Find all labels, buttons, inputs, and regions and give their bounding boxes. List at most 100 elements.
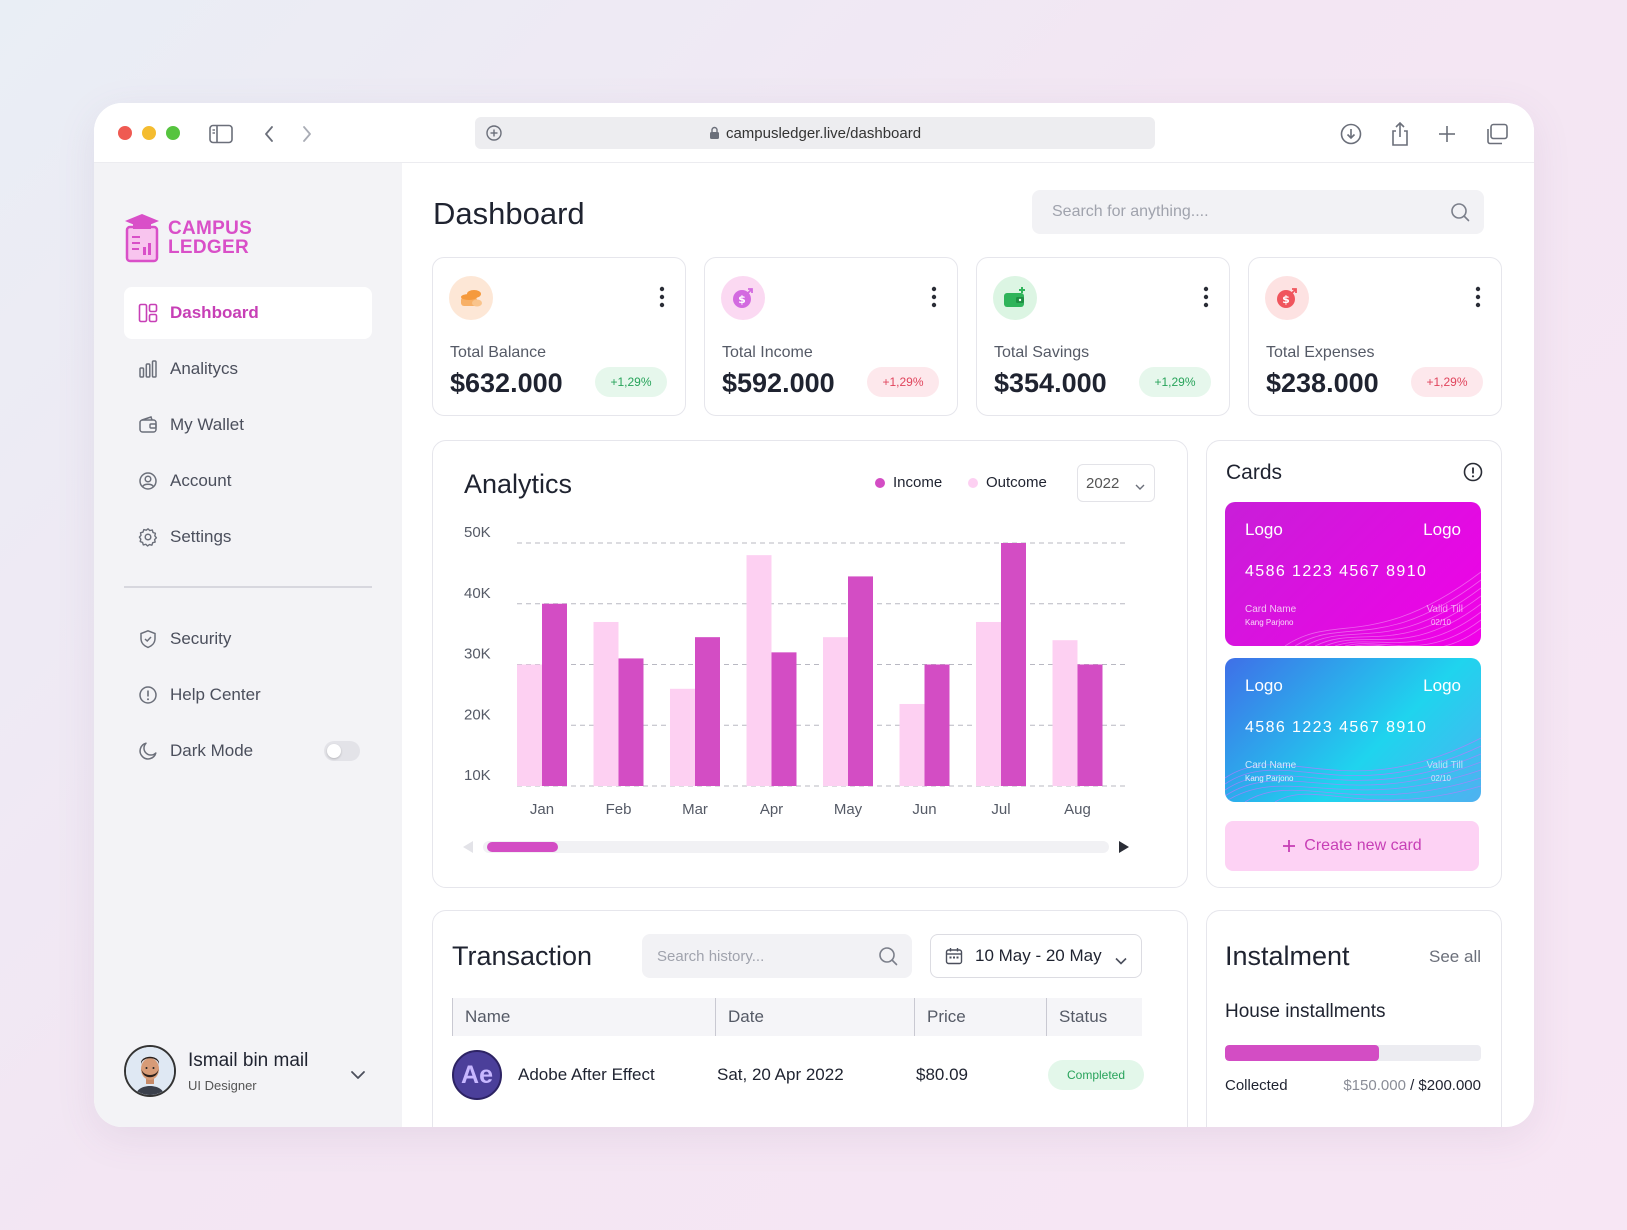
status-badge: Completed [1048,1060,1144,1090]
date-range-picker[interactable]: 10 May - 20 May [930,934,1142,978]
column-header-status[interactable]: Status [1046,998,1107,1036]
stat-value: $238.000 [1266,368,1379,398]
create-new-card-label: Create new card [1304,837,1422,854]
maximize-window-button[interactable] [166,126,180,140]
forward-icon[interactable] [294,121,320,147]
coins-icon [449,276,493,320]
stat-card-total-savings: Total Savings $354.000 +1,29% [976,257,1230,416]
stat-change-badge: +1,29% [595,367,667,397]
sidebar-item-dashboard[interactable]: Dashboard [124,287,372,339]
more-options-icon[interactable] [659,286,665,308]
transaction-status-cell: Completed [1048,1047,1144,1103]
moon-icon [138,741,158,761]
new-tab-icon[interactable] [1434,121,1460,147]
expense-coin-icon: $ [1265,276,1309,320]
svg-text:$: $ [738,293,746,306]
scroll-right-arrow[interactable] [1119,841,1129,853]
scroll-left-arrow[interactable] [463,841,473,853]
history-search-input[interactable] [657,947,857,965]
download-icon[interactable] [1338,121,1364,147]
stat-label: Total Savings [994,344,1090,361]
see-all-link[interactable]: See all [1429,947,1481,966]
sidebar-item-dark-mode[interactable]: Dark Mode [124,725,372,777]
bar-outcome-apr [746,555,772,786]
y-tick-label: 50K [464,524,491,541]
bar-income-jun [924,664,950,786]
table-row[interactable]: Ae Adobe After Effect Sat, 20 Apr 2022 $… [452,1047,1144,1103]
create-new-card-button[interactable]: Create new card [1225,821,1479,871]
stat-label: Total Balance [450,344,547,361]
close-window-button[interactable] [118,126,132,140]
global-search[interactable] [1032,190,1484,234]
bar-outcome-jan [517,664,542,786]
collected-amount: $150.000 / $200.000 [1343,1077,1481,1094]
secondary-nav: Security Help Center Dark Mode [124,613,372,781]
stat-label: Total Income [722,344,813,361]
browser-window: campusledger.live/dashboard [94,103,1534,1127]
more-options-icon[interactable] [1475,286,1481,308]
card-wave-pattern [1284,571,1481,646]
history-search[interactable] [642,934,912,978]
search-icon[interactable] [1450,202,1470,227]
column-header-price[interactable]: Price [914,998,966,1036]
bar-outcome-feb [593,621,619,786]
card-name-label: Card Name [1245,604,1297,615]
user-profile[interactable]: Ismail bin mail UI Designer [124,1043,374,1099]
income-coin-icon: $ [721,276,765,320]
sidebar-item-label: Dashboard [170,303,259,322]
bar-income-apr [771,652,797,786]
user-circle-icon [138,471,158,491]
instalment-title: Instalment [1225,941,1350,971]
instalment-progress-fill [1225,1045,1379,1061]
sidebar-item-label: Help Center [170,685,261,704]
sidebar-item-security[interactable]: Security [124,613,372,665]
cards-panel: Cards Logo Logo 4586 1223 4567 8910 Card… [1206,440,1502,888]
sidebar-item-label: Security [170,629,232,648]
bank-card-1[interactable]: Logo Logo 4586 1223 4567 8910 Card Name … [1225,502,1481,646]
scrollbar-thumb[interactable] [487,842,558,852]
avatar[interactable] [124,1045,176,1097]
chevron-down-icon[interactable] [350,1070,366,1080]
search-icon[interactable] [878,946,898,971]
brand-name: CAMPUS LEDGER [168,219,252,257]
sidebar-toggle-icon[interactable] [208,121,234,147]
browser-toolbar: campusledger.live/dashboard [94,103,1534,163]
dashboard-icon [138,303,158,323]
year-select[interactable]: 2022 [1077,464,1155,502]
info-icon[interactable] [1463,462,1483,482]
page-title: Dashboard [433,196,585,231]
card-logo-left: Logo [1245,676,1283,695]
more-options-icon[interactable] [1203,286,1209,308]
minimize-window-button[interactable] [142,126,156,140]
share-icon[interactable] [1387,121,1413,147]
more-options-icon[interactable] [931,286,937,308]
scrollbar-track[interactable] [483,841,1109,853]
card-valid-value: 02/10 [1430,618,1451,627]
back-icon[interactable] [256,121,282,147]
add-circle-icon[interactable] [485,124,503,146]
brand-line-1: CAMPUS [168,218,253,239]
bank-card-2[interactable]: Logo Logo 4586 1223 4567 8910 Card Name … [1225,658,1481,802]
user-info: Ismail bin mail UI Designer [188,1050,308,1093]
stat-label: Total Expenses [1266,344,1375,361]
brand-logo[interactable]: CAMPUS LEDGER [124,213,252,263]
column-header-date[interactable]: Date [715,998,764,1036]
dark-mode-toggle[interactable] [324,741,360,761]
chevron-down-icon [1135,477,1145,494]
sidebar-item-my-wallet[interactable]: My Wallet [124,399,372,451]
sidebar-item-analytics[interactable]: Analitycs [124,343,372,395]
search-input[interactable] [1052,203,1412,221]
transaction-name: Adobe After Effect [518,1065,655,1084]
bar-outcome-aug [1052,640,1078,786]
bar-income-aug [1077,664,1103,786]
sidebar-item-help-center[interactable]: Help Center [124,669,372,721]
column-header-name[interactable]: Name [452,998,510,1036]
tabs-overview-icon[interactable] [1484,121,1510,147]
date-range-value: 10 May - 20 May [975,946,1102,965]
address-bar[interactable]: campusledger.live/dashboard [475,117,1155,149]
lock-icon [709,126,720,140]
transaction-date: Sat, 20 Apr 2022 [717,1065,844,1084]
stat-change-badge: +1,29% [1139,367,1211,397]
sidebar-item-account[interactable]: Account [124,455,372,507]
sidebar-item-settings[interactable]: Settings [124,511,372,563]
